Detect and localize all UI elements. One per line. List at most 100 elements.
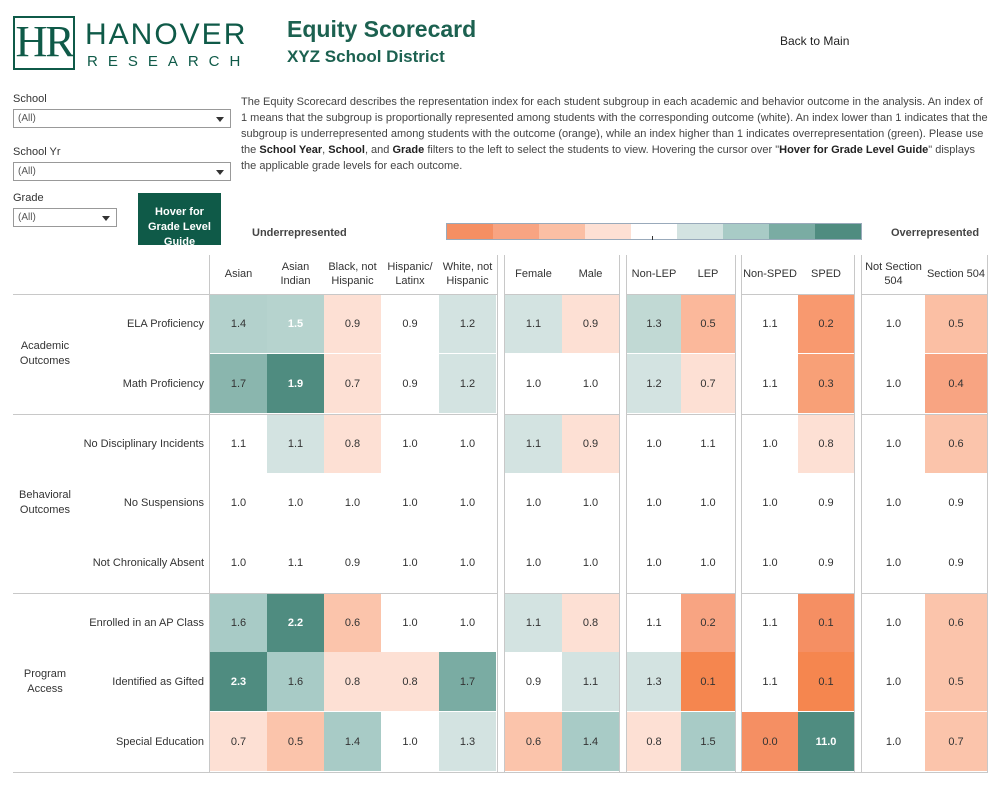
score-cell[interactable]: 1.1 xyxy=(742,593,798,652)
score-cell[interactable]: 0.9 xyxy=(324,533,381,592)
score-cell[interactable]: 0.6 xyxy=(925,593,987,652)
score-cell[interactable]: 0.9 xyxy=(381,354,439,413)
score-cell[interactable]: 1.0 xyxy=(862,414,925,473)
score-cell[interactable]: 0.2 xyxy=(798,294,854,353)
score-cell[interactable]: 1.0 xyxy=(267,473,324,532)
score-cell[interactable]: 0.1 xyxy=(798,593,854,652)
score-cell[interactable]: 1.7 xyxy=(210,354,267,413)
score-cell[interactable]: 1.0 xyxy=(862,294,925,353)
score-cell[interactable]: 1.2 xyxy=(439,354,496,413)
score-cell[interactable]: 1.1 xyxy=(681,414,735,473)
score-cell[interactable]: 1.0 xyxy=(505,473,562,532)
score-cell[interactable]: 1.0 xyxy=(862,533,925,592)
score-cell[interactable]: 1.1 xyxy=(210,414,267,473)
score-cell[interactable]: 1.0 xyxy=(210,533,267,592)
back-to-main-link[interactable]: Back to Main xyxy=(780,34,850,48)
score-cell[interactable]: 1.0 xyxy=(439,593,496,652)
score-cell[interactable]: 0.7 xyxy=(324,354,381,413)
score-cell[interactable]: 1.0 xyxy=(742,533,798,592)
score-cell[interactable]: 1.0 xyxy=(681,473,735,532)
score-cell[interactable]: 1.6 xyxy=(210,593,267,652)
score-cell[interactable]: 1.0 xyxy=(505,533,562,592)
score-cell[interactable]: 1.5 xyxy=(681,712,735,771)
score-cell[interactable]: 1.7 xyxy=(439,652,496,711)
score-cell[interactable]: 1.0 xyxy=(381,473,439,532)
score-cell[interactable]: 1.0 xyxy=(742,414,798,473)
school-filter-select[interactable]: (All) xyxy=(13,109,231,128)
score-cell[interactable]: 1.6 xyxy=(267,652,324,711)
score-cell[interactable]: 1.0 xyxy=(210,473,267,532)
score-cell[interactable]: 0.8 xyxy=(381,652,439,711)
score-cell[interactable]: 1.0 xyxy=(862,593,925,652)
score-cell[interactable]: 1.1 xyxy=(267,533,324,592)
score-cell[interactable]: 1.3 xyxy=(627,294,681,353)
score-cell[interactable]: 1.0 xyxy=(862,652,925,711)
score-cell[interactable]: 0.2 xyxy=(681,593,735,652)
score-cell[interactable]: 0.6 xyxy=(925,414,987,473)
score-cell[interactable]: 1.4 xyxy=(562,712,619,771)
score-cell[interactable]: 1.0 xyxy=(381,533,439,592)
score-cell[interactable]: 1.4 xyxy=(324,712,381,771)
grade-level-guide-button[interactable]: Hover for Grade Level Guide xyxy=(138,193,221,248)
score-cell[interactable]: 0.8 xyxy=(324,652,381,711)
score-cell[interactable]: 1.0 xyxy=(324,473,381,532)
score-cell[interactable]: 0.9 xyxy=(562,294,619,353)
score-cell[interactable]: 1.0 xyxy=(381,593,439,652)
score-cell[interactable]: 1.0 xyxy=(742,473,798,532)
score-cell[interactable]: 1.0 xyxy=(381,712,439,771)
score-cell[interactable]: 0.3 xyxy=(798,354,854,413)
score-cell[interactable]: 1.0 xyxy=(627,473,681,532)
score-cell[interactable]: 0.0 xyxy=(742,712,798,771)
score-cell[interactable]: 1.1 xyxy=(562,652,619,711)
score-cell[interactable]: 0.9 xyxy=(925,473,987,532)
score-cell[interactable]: 1.3 xyxy=(627,652,681,711)
score-cell[interactable]: 1.2 xyxy=(439,294,496,353)
score-cell[interactable]: 0.8 xyxy=(562,593,619,652)
score-cell[interactable]: 0.1 xyxy=(681,652,735,711)
score-cell[interactable]: 1.4 xyxy=(210,294,267,353)
score-cell[interactable]: 1.0 xyxy=(627,533,681,592)
score-cell[interactable]: 1.0 xyxy=(862,712,925,771)
score-cell[interactable]: 0.7 xyxy=(210,712,267,771)
score-cell[interactable]: 1.1 xyxy=(742,294,798,353)
score-cell[interactable]: 1.0 xyxy=(862,354,925,413)
score-cell[interactable]: 1.1 xyxy=(505,294,562,353)
score-cell[interactable]: 2.3 xyxy=(210,652,267,711)
score-cell[interactable]: 0.6 xyxy=(505,712,562,771)
score-cell[interactable]: 0.5 xyxy=(267,712,324,771)
score-cell[interactable]: 0.8 xyxy=(324,414,381,473)
score-cell[interactable]: 1.1 xyxy=(742,652,798,711)
score-cell[interactable]: 0.6 xyxy=(324,593,381,652)
score-cell[interactable]: 0.5 xyxy=(925,294,987,353)
score-cell[interactable]: 1.1 xyxy=(627,593,681,652)
score-cell[interactable]: 1.0 xyxy=(439,533,496,592)
score-cell[interactable]: 1.0 xyxy=(562,533,619,592)
score-cell[interactable]: 0.9 xyxy=(798,473,854,532)
score-cell[interactable]: 1.3 xyxy=(439,712,496,771)
score-cell[interactable]: 0.8 xyxy=(627,712,681,771)
score-cell[interactable]: 1.0 xyxy=(505,354,562,413)
grade-filter-select[interactable]: (All) xyxy=(13,208,117,227)
score-cell[interactable]: 0.8 xyxy=(798,414,854,473)
score-cell[interactable]: 1.0 xyxy=(627,414,681,473)
score-cell[interactable]: 0.9 xyxy=(324,294,381,353)
score-cell[interactable]: 1.0 xyxy=(381,414,439,473)
score-cell[interactable]: 0.5 xyxy=(925,652,987,711)
score-cell[interactable]: 2.2 xyxy=(267,593,324,652)
score-cell[interactable]: 1.5 xyxy=(267,294,324,353)
score-cell[interactable]: 0.9 xyxy=(798,533,854,592)
score-cell[interactable]: 0.9 xyxy=(505,652,562,711)
score-cell[interactable]: 0.5 xyxy=(681,294,735,353)
score-cell[interactable]: 1.0 xyxy=(862,473,925,532)
score-cell[interactable]: 1.2 xyxy=(627,354,681,413)
score-cell[interactable]: 1.1 xyxy=(267,414,324,473)
score-cell[interactable]: 1.0 xyxy=(439,414,496,473)
score-cell[interactable]: 0.9 xyxy=(925,533,987,592)
score-cell[interactable]: 1.1 xyxy=(505,414,562,473)
score-cell[interactable]: 1.1 xyxy=(742,354,798,413)
score-cell[interactable]: 0.4 xyxy=(925,354,987,413)
score-cell[interactable]: 0.9 xyxy=(381,294,439,353)
score-cell[interactable]: 1.0 xyxy=(439,473,496,532)
school-yr-filter-select[interactable]: (All) xyxy=(13,162,231,181)
score-cell[interactable]: 0.7 xyxy=(681,354,735,413)
